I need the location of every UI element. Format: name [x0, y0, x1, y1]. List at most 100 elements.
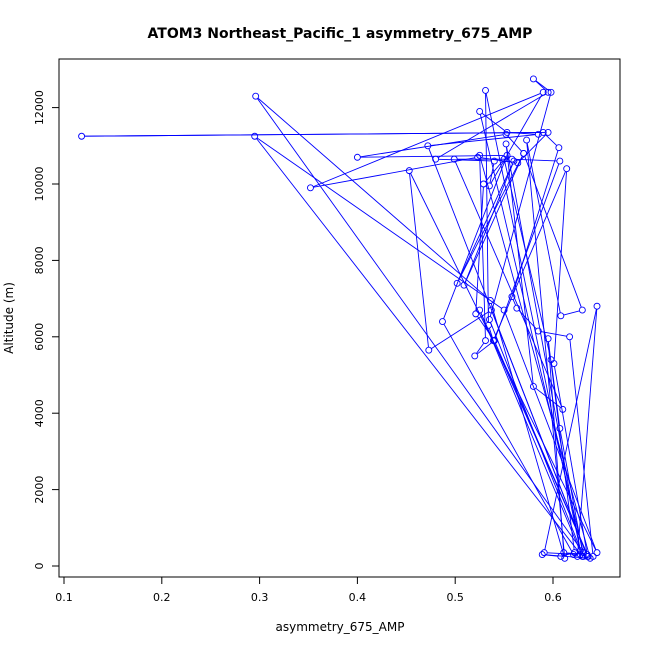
- series-segment: [488, 328, 493, 338]
- data-point: [529, 75, 537, 83]
- series-segment: [518, 310, 537, 330]
- y-tick-label: 12000: [33, 90, 46, 125]
- data-point: [563, 165, 571, 173]
- series-segment: [524, 156, 582, 308]
- data-point: [476, 151, 484, 159]
- data-series: [78, 75, 601, 562]
- series-segment: [475, 187, 484, 311]
- y-tick-label: 8000: [33, 246, 46, 274]
- series-segment: [526, 143, 561, 313]
- data-point: [472, 310, 480, 318]
- data-point: [476, 107, 484, 115]
- series-segment: [544, 309, 597, 550]
- series-segment: [479, 158, 486, 338]
- data-point: [540, 549, 548, 557]
- data-point: [508, 155, 516, 163]
- data-point: [424, 142, 432, 150]
- data-point: [556, 425, 564, 432]
- data-point: [500, 306, 508, 314]
- data-point: [593, 302, 601, 310]
- data-point: [534, 130, 542, 138]
- series-segment: [443, 158, 507, 319]
- data-point: [508, 293, 516, 301]
- series-segment: [512, 299, 516, 306]
- y-tick-label: 0: [33, 563, 46, 570]
- series-segment: [464, 163, 514, 283]
- series-segment: [515, 158, 557, 162]
- series-segment: [313, 157, 475, 188]
- data-point: [502, 130, 510, 138]
- data-point: [556, 157, 564, 165]
- series-segment: [257, 98, 582, 551]
- data-point: [485, 316, 493, 324]
- series-segment: [479, 114, 584, 550]
- series-segment: [313, 93, 541, 188]
- data-point: [550, 360, 558, 367]
- data-point: [353, 153, 361, 161]
- data-point: [490, 337, 498, 345]
- data-point: [486, 297, 494, 304]
- data-point: [578, 306, 586, 314]
- series-segment: [257, 137, 502, 309]
- x-axis: 0.1 0.2 0.3 0.4 0.5 0.6: [55, 576, 562, 604]
- x-tick-label: 0.2: [153, 591, 171, 604]
- series-segment: [428, 148, 587, 554]
- data-point: [482, 86, 489, 94]
- data-point: [490, 157, 498, 165]
- series-segment: [477, 342, 493, 355]
- data-point: [559, 405, 567, 413]
- data-point: [78, 132, 86, 140]
- series-segment: [569, 339, 594, 554]
- series-segment: [480, 312, 582, 554]
- data-point: [555, 144, 563, 152]
- data-point: [539, 128, 547, 136]
- y-tick-label: 2000: [33, 476, 46, 504]
- data-point: [520, 149, 528, 157]
- data-point: [513, 304, 521, 312]
- data-point: [534, 327, 542, 335]
- data-point: [480, 180, 488, 188]
- series-segment: [256, 138, 581, 555]
- data-point: [432, 155, 440, 163]
- series-segment: [490, 303, 565, 556]
- data-point: [425, 346, 433, 354]
- data-point: [544, 335, 552, 343]
- series-segment: [563, 310, 580, 316]
- y-tick-label: 6000: [33, 323, 46, 351]
- series-segment: [506, 146, 581, 548]
- data-point: [405, 167, 413, 175]
- data-point: [566, 333, 574, 341]
- data-point: [544, 88, 552, 96]
- data-point: [485, 182, 493, 190]
- series-segment: [409, 173, 429, 348]
- data-point: [485, 321, 492, 329]
- series-segment: [480, 158, 590, 556]
- chart-title: ATOM3 Northeast_Pacific_1 asymmetry_675_…: [148, 26, 533, 42]
- data-point: [503, 151, 511, 159]
- series-segment: [541, 331, 567, 337]
- data-point: [510, 157, 518, 165]
- data-point: [474, 153, 482, 161]
- data-point: [529, 383, 537, 390]
- x-tick-label: 0.5: [446, 591, 464, 604]
- series-segment: [438, 158, 492, 162]
- data-point: [547, 88, 555, 96]
- data-point: [450, 155, 458, 163]
- data-point: [583, 553, 591, 560]
- series-segment: [410, 173, 597, 550]
- series-segment: [455, 161, 562, 407]
- series-segment: [84, 132, 545, 137]
- series-segment: [510, 132, 536, 135]
- data-point: [252, 92, 260, 100]
- series-segment: [535, 80, 547, 91]
- series-segment: [438, 93, 546, 158]
- data-point: [251, 132, 259, 140]
- series-segment: [431, 311, 489, 349]
- data-point: [523, 136, 531, 144]
- data-point: [557, 312, 565, 320]
- data-point: [576, 551, 584, 558]
- data-point: [453, 279, 461, 287]
- x-tick-label: 0.4: [349, 591, 367, 604]
- series-segment: [545, 134, 557, 146]
- series-segment: [257, 97, 489, 299]
